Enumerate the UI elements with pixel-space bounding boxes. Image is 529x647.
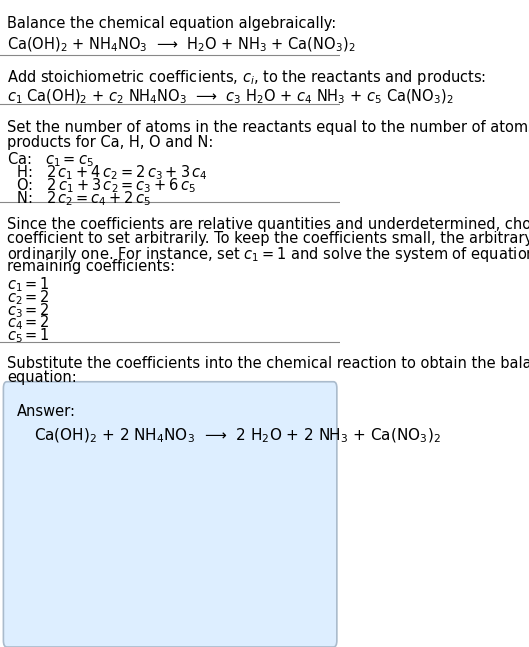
Text: ordinarily one. For instance, set $c_1 = 1$ and solve the system of equations fo: ordinarily one. For instance, set $c_1 =… <box>7 245 529 264</box>
Text: Answer:: Answer: <box>17 404 76 419</box>
Text: remaining coefficients:: remaining coefficients: <box>7 259 175 274</box>
Text: $c_1 = 1$: $c_1 = 1$ <box>7 275 50 294</box>
Text: N:   $2\,c_2 = c_4 + 2\,c_5$: N: $2\,c_2 = c_4 + 2\,c_5$ <box>7 189 151 208</box>
Text: $c_2 = 2$: $c_2 = 2$ <box>7 288 50 307</box>
Text: $c_3 = 2$: $c_3 = 2$ <box>7 301 50 320</box>
Text: $c_4 = 2$: $c_4 = 2$ <box>7 314 50 333</box>
Text: Balance the chemical equation algebraically:: Balance the chemical equation algebraica… <box>7 16 336 31</box>
Text: equation:: equation: <box>7 370 77 385</box>
Text: Substitute the coefficients into the chemical reaction to obtain the balanced: Substitute the coefficients into the che… <box>7 356 529 371</box>
Text: Ca:   $c_1 = c_5$: Ca: $c_1 = c_5$ <box>7 150 94 169</box>
Text: O:   $2\,c_1 + 3\,c_2 = c_3 + 6\,c_5$: O: $2\,c_1 + 3\,c_2 = c_3 + 6\,c_5$ <box>7 176 196 195</box>
Text: products for Ca, H, O and N:: products for Ca, H, O and N: <box>7 135 213 149</box>
Text: coefficient to set arbitrarily. To keep the coefficients small, the arbitrary va: coefficient to set arbitrarily. To keep … <box>7 231 529 246</box>
Text: Since the coefficients are relative quantities and underdetermined, choose a: Since the coefficients are relative quan… <box>7 217 529 232</box>
FancyBboxPatch shape <box>3 382 337 647</box>
Text: Set the number of atoms in the reactants equal to the number of atoms in the: Set the number of atoms in the reactants… <box>7 120 529 135</box>
Text: $c_5 = 1$: $c_5 = 1$ <box>7 327 50 345</box>
Text: Ca(OH)$_2$ + NH$_4$NO$_3$  ⟶  H$_2$O + NH$_3$ + Ca(NO$_3$)$_2$: Ca(OH)$_2$ + NH$_4$NO$_3$ ⟶ H$_2$O + NH$… <box>7 36 355 54</box>
Text: H:   $2\,c_1 + 4\,c_2 = 2\,c_3 + 3\,c_4$: H: $2\,c_1 + 4\,c_2 = 2\,c_3 + 3\,c_4$ <box>7 163 207 182</box>
Text: Ca(OH)$_2$ + 2 NH$_4$NO$_3$  ⟶  2 H$_2$O + 2 NH$_3$ + Ca(NO$_3$)$_2$: Ca(OH)$_2$ + 2 NH$_4$NO$_3$ ⟶ 2 H$_2$O +… <box>34 427 441 445</box>
Text: $c_1$ Ca(OH)$_2$ + $c_2$ NH$_4$NO$_3$  ⟶  $c_3$ H$_2$O + $c_4$ NH$_3$ + $c_5$ Ca: $c_1$ Ca(OH)$_2$ + $c_2$ NH$_4$NO$_3$ ⟶ … <box>7 87 453 105</box>
Text: Add stoichiometric coefficients, $c_i$, to the reactants and products:: Add stoichiometric coefficients, $c_i$, … <box>7 68 486 87</box>
